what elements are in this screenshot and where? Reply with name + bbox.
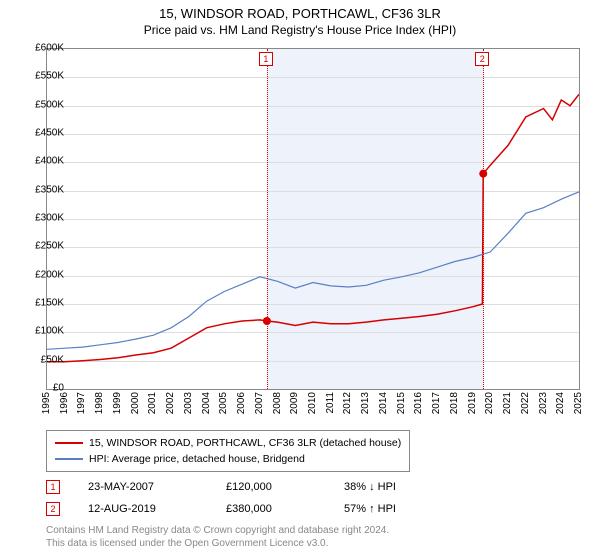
- legend-swatch: [55, 442, 83, 444]
- x-tick-label: 2018: [449, 392, 460, 414]
- x-tick-label: 2022: [520, 392, 531, 414]
- y-tick-label: £100K: [24, 326, 64, 337]
- x-tick-label: 2013: [360, 392, 371, 414]
- sale-row: 2 12-AUG-2019 £380,000 57% ↑ HPI: [46, 498, 396, 520]
- x-tick-label: 2006: [236, 392, 247, 414]
- attribution-line1: Contains HM Land Registry data © Crown c…: [46, 524, 389, 537]
- y-tick-label: £600K: [24, 43, 64, 54]
- x-tick-label: 2004: [201, 392, 212, 414]
- sale-marker-line: [483, 49, 484, 389]
- line-plot: [47, 49, 579, 389]
- x-tick-label: 1998: [94, 392, 105, 414]
- legend-item: 15, WINDSOR ROAD, PORTHCAWL, CF36 3LR (d…: [55, 435, 401, 451]
- x-tick-label: 1999: [112, 392, 123, 414]
- y-tick-label: £50K: [24, 354, 64, 365]
- x-tick-label: 2012: [342, 392, 353, 414]
- legend: 15, WINDSOR ROAD, PORTHCAWL, CF36 3LR (d…: [46, 430, 410, 472]
- legend-item: HPI: Average price, detached house, Brid…: [55, 451, 401, 467]
- sale-row-marker: 2: [46, 502, 60, 516]
- x-tick-label: 2016: [413, 392, 424, 414]
- x-tick-label: 2021: [502, 392, 513, 414]
- x-tick-label: 2001: [147, 392, 158, 414]
- x-tick-label: 1995: [41, 392, 52, 414]
- chart-title: 15, WINDSOR ROAD, PORTHCAWL, CF36 3LR: [0, 6, 600, 21]
- x-tick-label: 2008: [272, 392, 283, 414]
- chart-subtitle: Price paid vs. HM Land Registry's House …: [0, 23, 600, 37]
- x-tick-label: 2007: [254, 392, 265, 414]
- x-tick-label: 1997: [76, 392, 87, 414]
- sale-delta: 57% ↑ HPI: [344, 498, 396, 520]
- sale-delta: 38% ↓ HPI: [344, 476, 396, 498]
- sales-table: 1 23-MAY-2007 £120,000 38% ↓ HPI 2 12-AUG-201…: [46, 476, 396, 520]
- sale-date: 12-AUG-2019: [88, 498, 198, 520]
- y-tick-label: £150K: [24, 298, 64, 309]
- x-tick-label: 2023: [538, 392, 549, 414]
- series-line: [47, 94, 579, 362]
- y-tick-label: £550K: [24, 71, 64, 82]
- chart-title-block: 15, WINDSOR ROAD, PORTHCAWL, CF36 3LR Pr…: [0, 0, 600, 37]
- x-tick-label: 2014: [378, 392, 389, 414]
- y-tick-label: £250K: [24, 241, 64, 252]
- x-tick-label: 2002: [165, 392, 176, 414]
- x-tick-label: 2009: [289, 392, 300, 414]
- sale-marker-box: 2: [475, 52, 489, 66]
- y-tick-label: £500K: [24, 99, 64, 110]
- x-tick-label: 2005: [218, 392, 229, 414]
- sale-row: 1 23-MAY-2007 £120,000 38% ↓ HPI: [46, 476, 396, 498]
- y-tick-label: £200K: [24, 269, 64, 280]
- sale-marker-line: [267, 49, 268, 389]
- series-line: [47, 192, 579, 349]
- x-tick-label: 1996: [59, 392, 70, 414]
- y-tick-label: £400K: [24, 156, 64, 167]
- legend-label: HPI: Average price, detached house, Brid…: [89, 451, 305, 467]
- legend-swatch: [55, 458, 83, 460]
- sale-price: £120,000: [226, 476, 316, 498]
- x-tick-label: 2025: [573, 392, 584, 414]
- x-tick-label: 2024: [555, 392, 566, 414]
- x-tick-label: 2015: [396, 392, 407, 414]
- x-tick-label: 2010: [307, 392, 318, 414]
- y-tick-label: £350K: [24, 184, 64, 195]
- sale-marker-box: 1: [259, 52, 273, 66]
- x-tick-label: 2011: [325, 392, 336, 414]
- x-tick-label: 2003: [183, 392, 194, 414]
- x-tick-label: 2017: [431, 392, 442, 414]
- y-tick-label: £300K: [24, 213, 64, 224]
- attribution: Contains HM Land Registry data © Crown c…: [46, 524, 389, 550]
- x-tick-label: 2019: [467, 392, 478, 414]
- sale-date: 23-MAY-2007: [88, 476, 198, 498]
- x-tick-label: 2000: [130, 392, 141, 414]
- y-tick-label: £450K: [24, 128, 64, 139]
- sale-row-marker: 1: [46, 480, 60, 494]
- attribution-line2: This data is licensed under the Open Gov…: [46, 537, 389, 550]
- x-tick-label: 2020: [484, 392, 495, 414]
- legend-label: 15, WINDSOR ROAD, PORTHCAWL, CF36 3LR (d…: [89, 435, 401, 451]
- chart-plot-area: [46, 48, 580, 390]
- sale-price: £380,000: [226, 498, 316, 520]
